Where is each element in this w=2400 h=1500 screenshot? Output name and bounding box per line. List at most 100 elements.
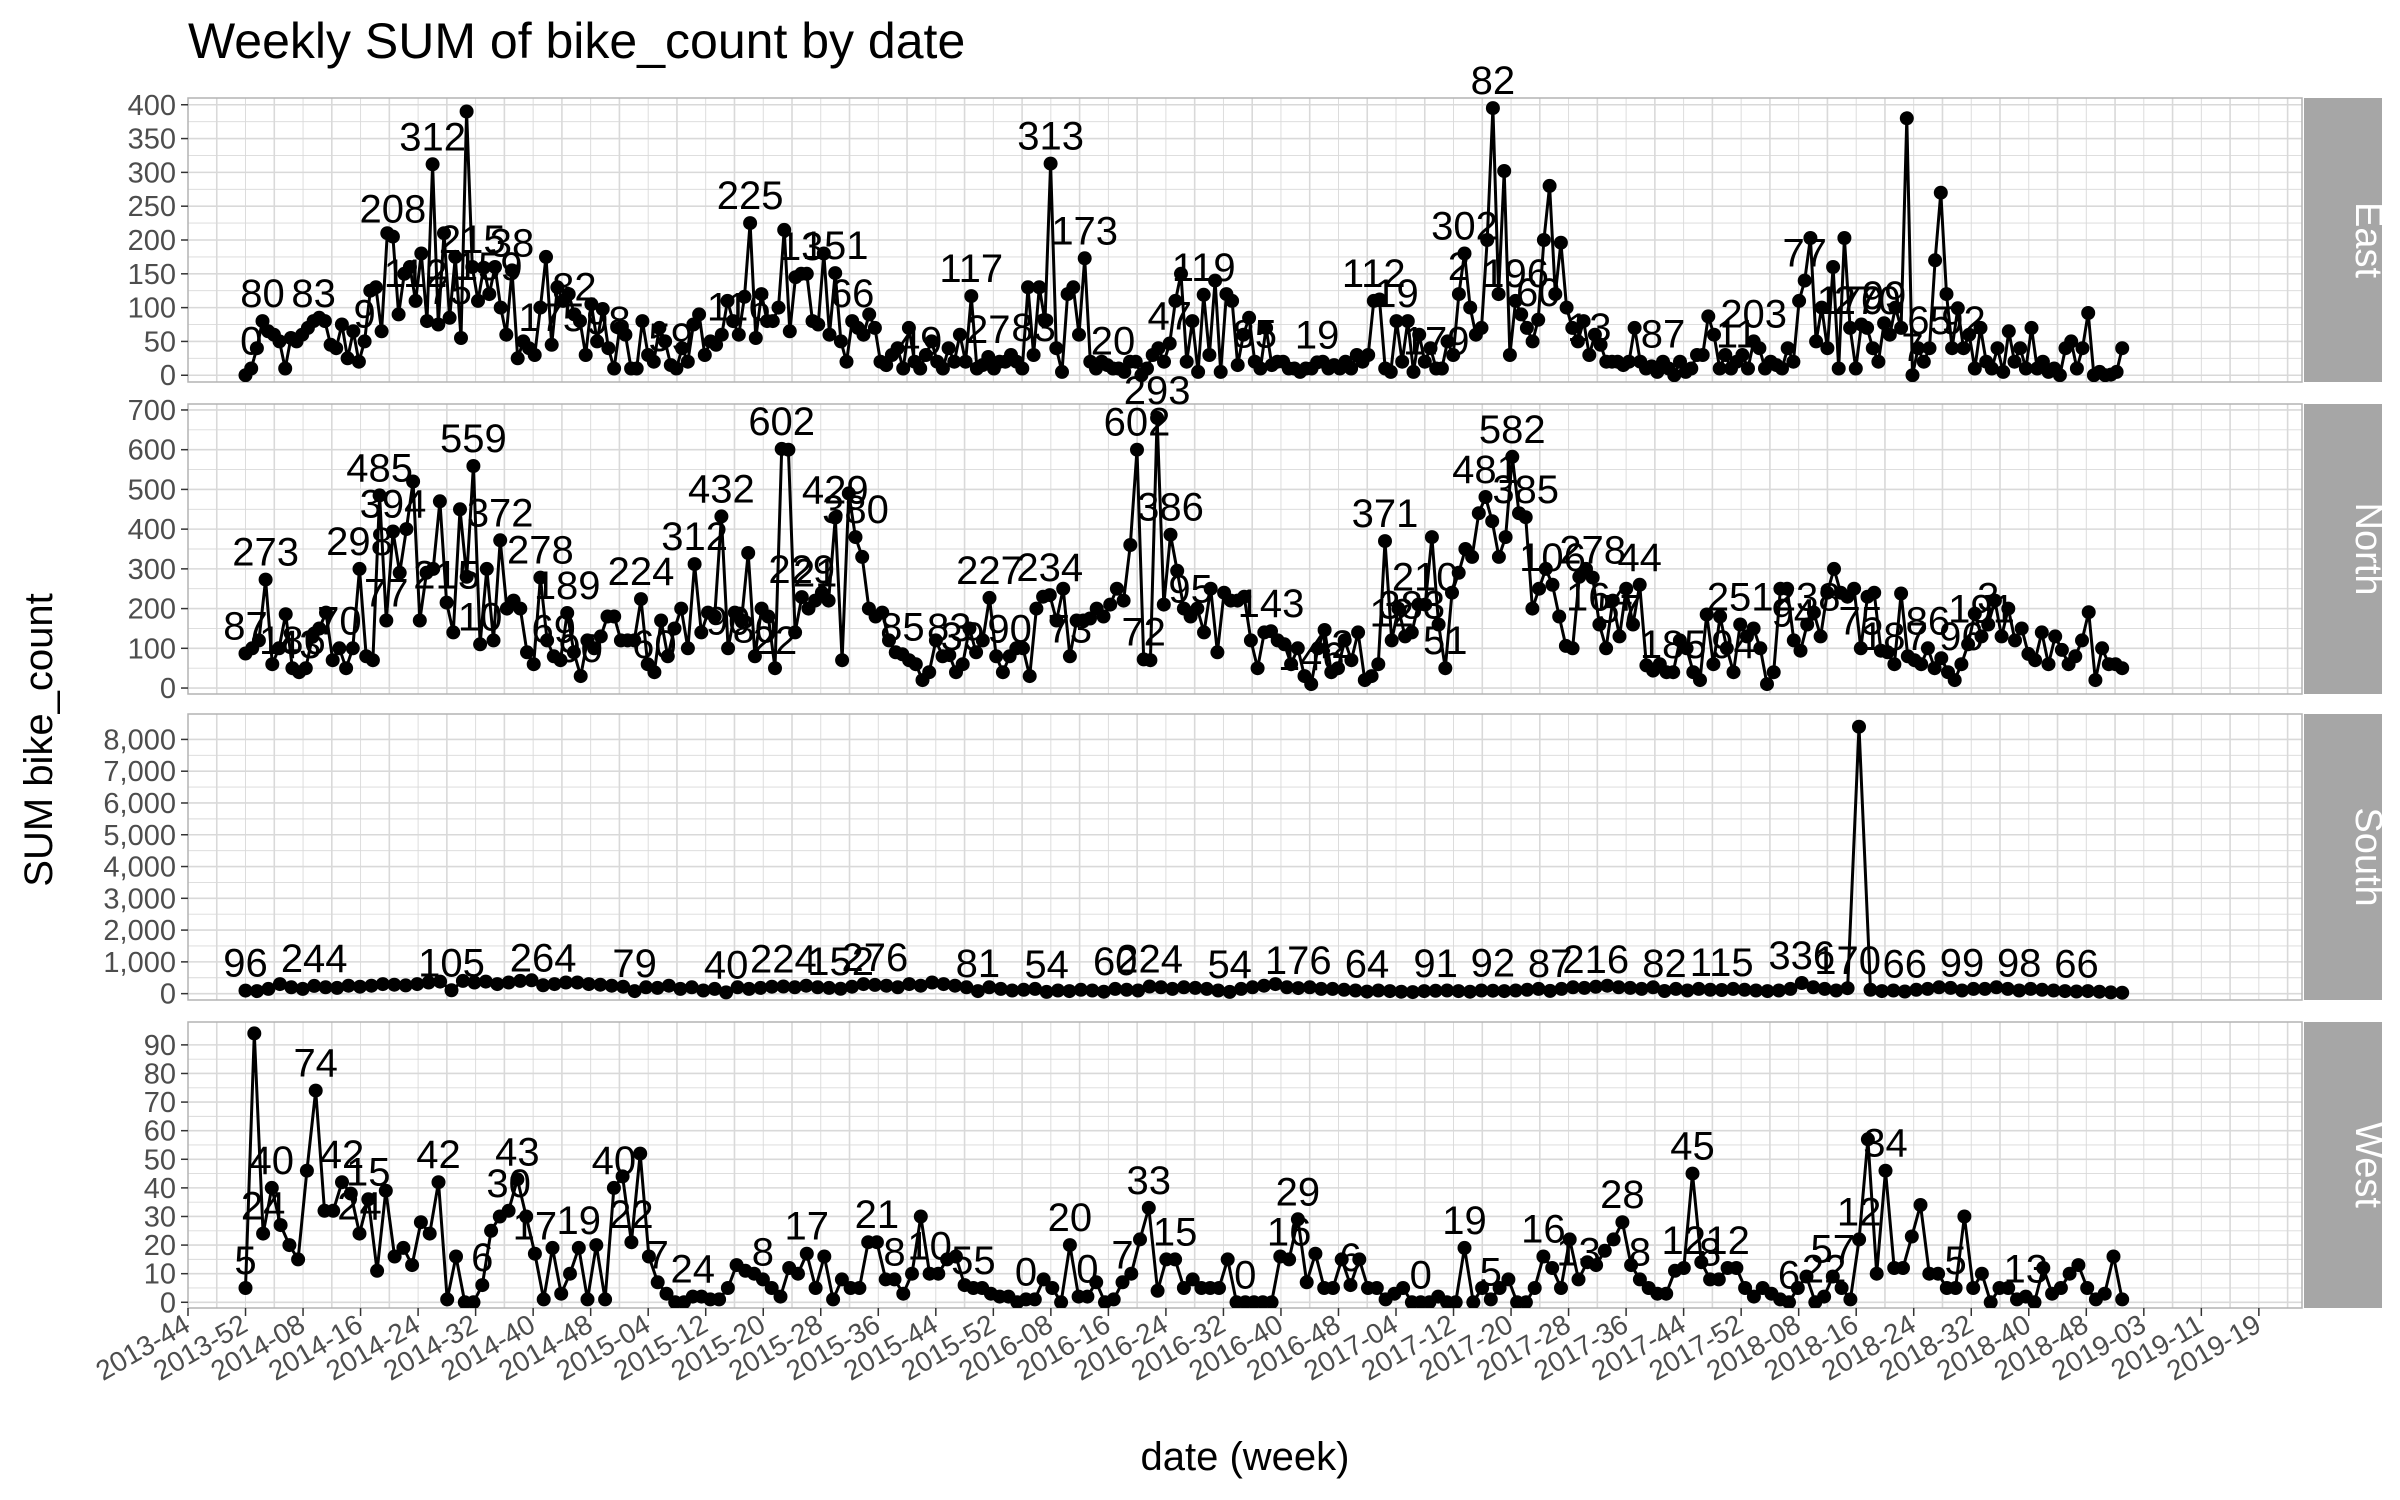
data-point (352, 1226, 367, 1241)
data-label: 16 (1521, 1208, 1566, 1252)
data-point (712, 1292, 727, 1307)
data-label: 146 (1278, 635, 1345, 679)
data-point (563, 1266, 577, 1281)
data-point (488, 260, 502, 274)
data-label: 27 (966, 308, 1011, 352)
data-point (2046, 983, 2061, 998)
data-label: 22 (609, 1193, 654, 1237)
data-point (598, 1292, 613, 1307)
data-label: 210 (1392, 556, 1459, 600)
data-point (1766, 665, 1781, 680)
data-point (993, 981, 1008, 996)
data-point (1746, 621, 1761, 636)
data-label: 559 (440, 417, 507, 461)
data-point (1032, 280, 1047, 295)
data-point (1431, 617, 1446, 632)
data-point (2013, 341, 2028, 356)
data-label: 203 (1720, 292, 1787, 336)
data-point (674, 601, 689, 616)
data-label: 312 (661, 515, 728, 559)
data-point (1225, 293, 1240, 308)
data-point (353, 979, 367, 994)
data-point (1502, 348, 1517, 362)
data-point (1475, 1281, 1490, 1295)
data-point (601, 341, 616, 356)
data-point (1600, 978, 1615, 993)
data-label: 2 (1448, 245, 1470, 289)
data-point (1922, 341, 1937, 356)
data-point (2034, 625, 2049, 640)
data-point (1384, 633, 1399, 648)
data-point (1131, 983, 1146, 998)
data-point (1448, 1295, 1463, 1308)
data-point (768, 661, 782, 676)
data-point (604, 978, 619, 993)
data-point (2041, 657, 2056, 672)
data-point (1726, 981, 1741, 996)
data-point (1072, 327, 1086, 342)
data-label: 224 (1116, 938, 1183, 982)
data-point (2023, 981, 2038, 996)
data-label: 187 (1861, 615, 1928, 659)
data-point (1899, 111, 1914, 126)
data-point (501, 975, 516, 990)
data-point (1794, 976, 1809, 990)
data-point (1150, 1283, 1165, 1298)
y-tick-label: 5,000 (103, 820, 176, 852)
data-point (852, 1281, 867, 1295)
data-label: 189 (534, 564, 601, 608)
data-point (1128, 354, 1143, 369)
data-point (2018, 361, 2033, 376)
data-label: 81 (956, 942, 1001, 986)
data-point (527, 348, 542, 362)
data-point (273, 1218, 288, 1233)
data-point (615, 1169, 630, 1184)
data-label: 312 (399, 115, 466, 159)
data-label: 6 (1778, 1253, 1800, 1297)
data-label: 383 (1378, 583, 1445, 627)
data-point (714, 509, 729, 524)
data-label: 119 (1172, 246, 1236, 290)
data-point (1253, 361, 1268, 376)
data-label: 264 (510, 936, 577, 980)
data-point (439, 595, 454, 610)
data-point (855, 549, 870, 564)
data-point (697, 348, 712, 362)
data-point (1446, 348, 1461, 362)
data-point (2080, 1281, 2095, 1295)
data-point (1888, 300, 1903, 315)
data-label: 90 (558, 627, 603, 671)
y-tick-label: 0 (160, 673, 176, 705)
data-point (755, 1272, 770, 1287)
data-point (329, 341, 344, 356)
data-point (2081, 306, 2096, 320)
data-label: 34 (1863, 1122, 1908, 1166)
data-point (1143, 653, 1158, 668)
data-point (1562, 1232, 1577, 1247)
data-point (1712, 361, 1727, 376)
data-label: 15 (1153, 1210, 1198, 1254)
y-tick-label: 6,000 (103, 788, 176, 820)
data-point (554, 1286, 569, 1301)
y-tick-label: 30 (144, 1201, 176, 1233)
data-point (1045, 1281, 1060, 1295)
data-point (473, 637, 488, 652)
data-point (425, 157, 440, 172)
data-point (1242, 310, 1257, 325)
y-tick-label: 250 (128, 191, 176, 223)
data-point (1852, 719, 1866, 734)
data-point (1627, 320, 1642, 335)
data-point (714, 327, 729, 342)
data-point (964, 289, 979, 304)
data-point (1634, 981, 1649, 996)
chart-title: Weekly SUM of bike_count by date (188, 13, 965, 69)
data-point (1351, 625, 1366, 640)
data-point (1165, 981, 1180, 996)
data-point (1680, 983, 1695, 998)
data-point (284, 980, 299, 995)
data-point (364, 978, 379, 993)
data-point (995, 665, 1010, 680)
data-point (2095, 641, 2110, 656)
data-point (593, 629, 608, 644)
